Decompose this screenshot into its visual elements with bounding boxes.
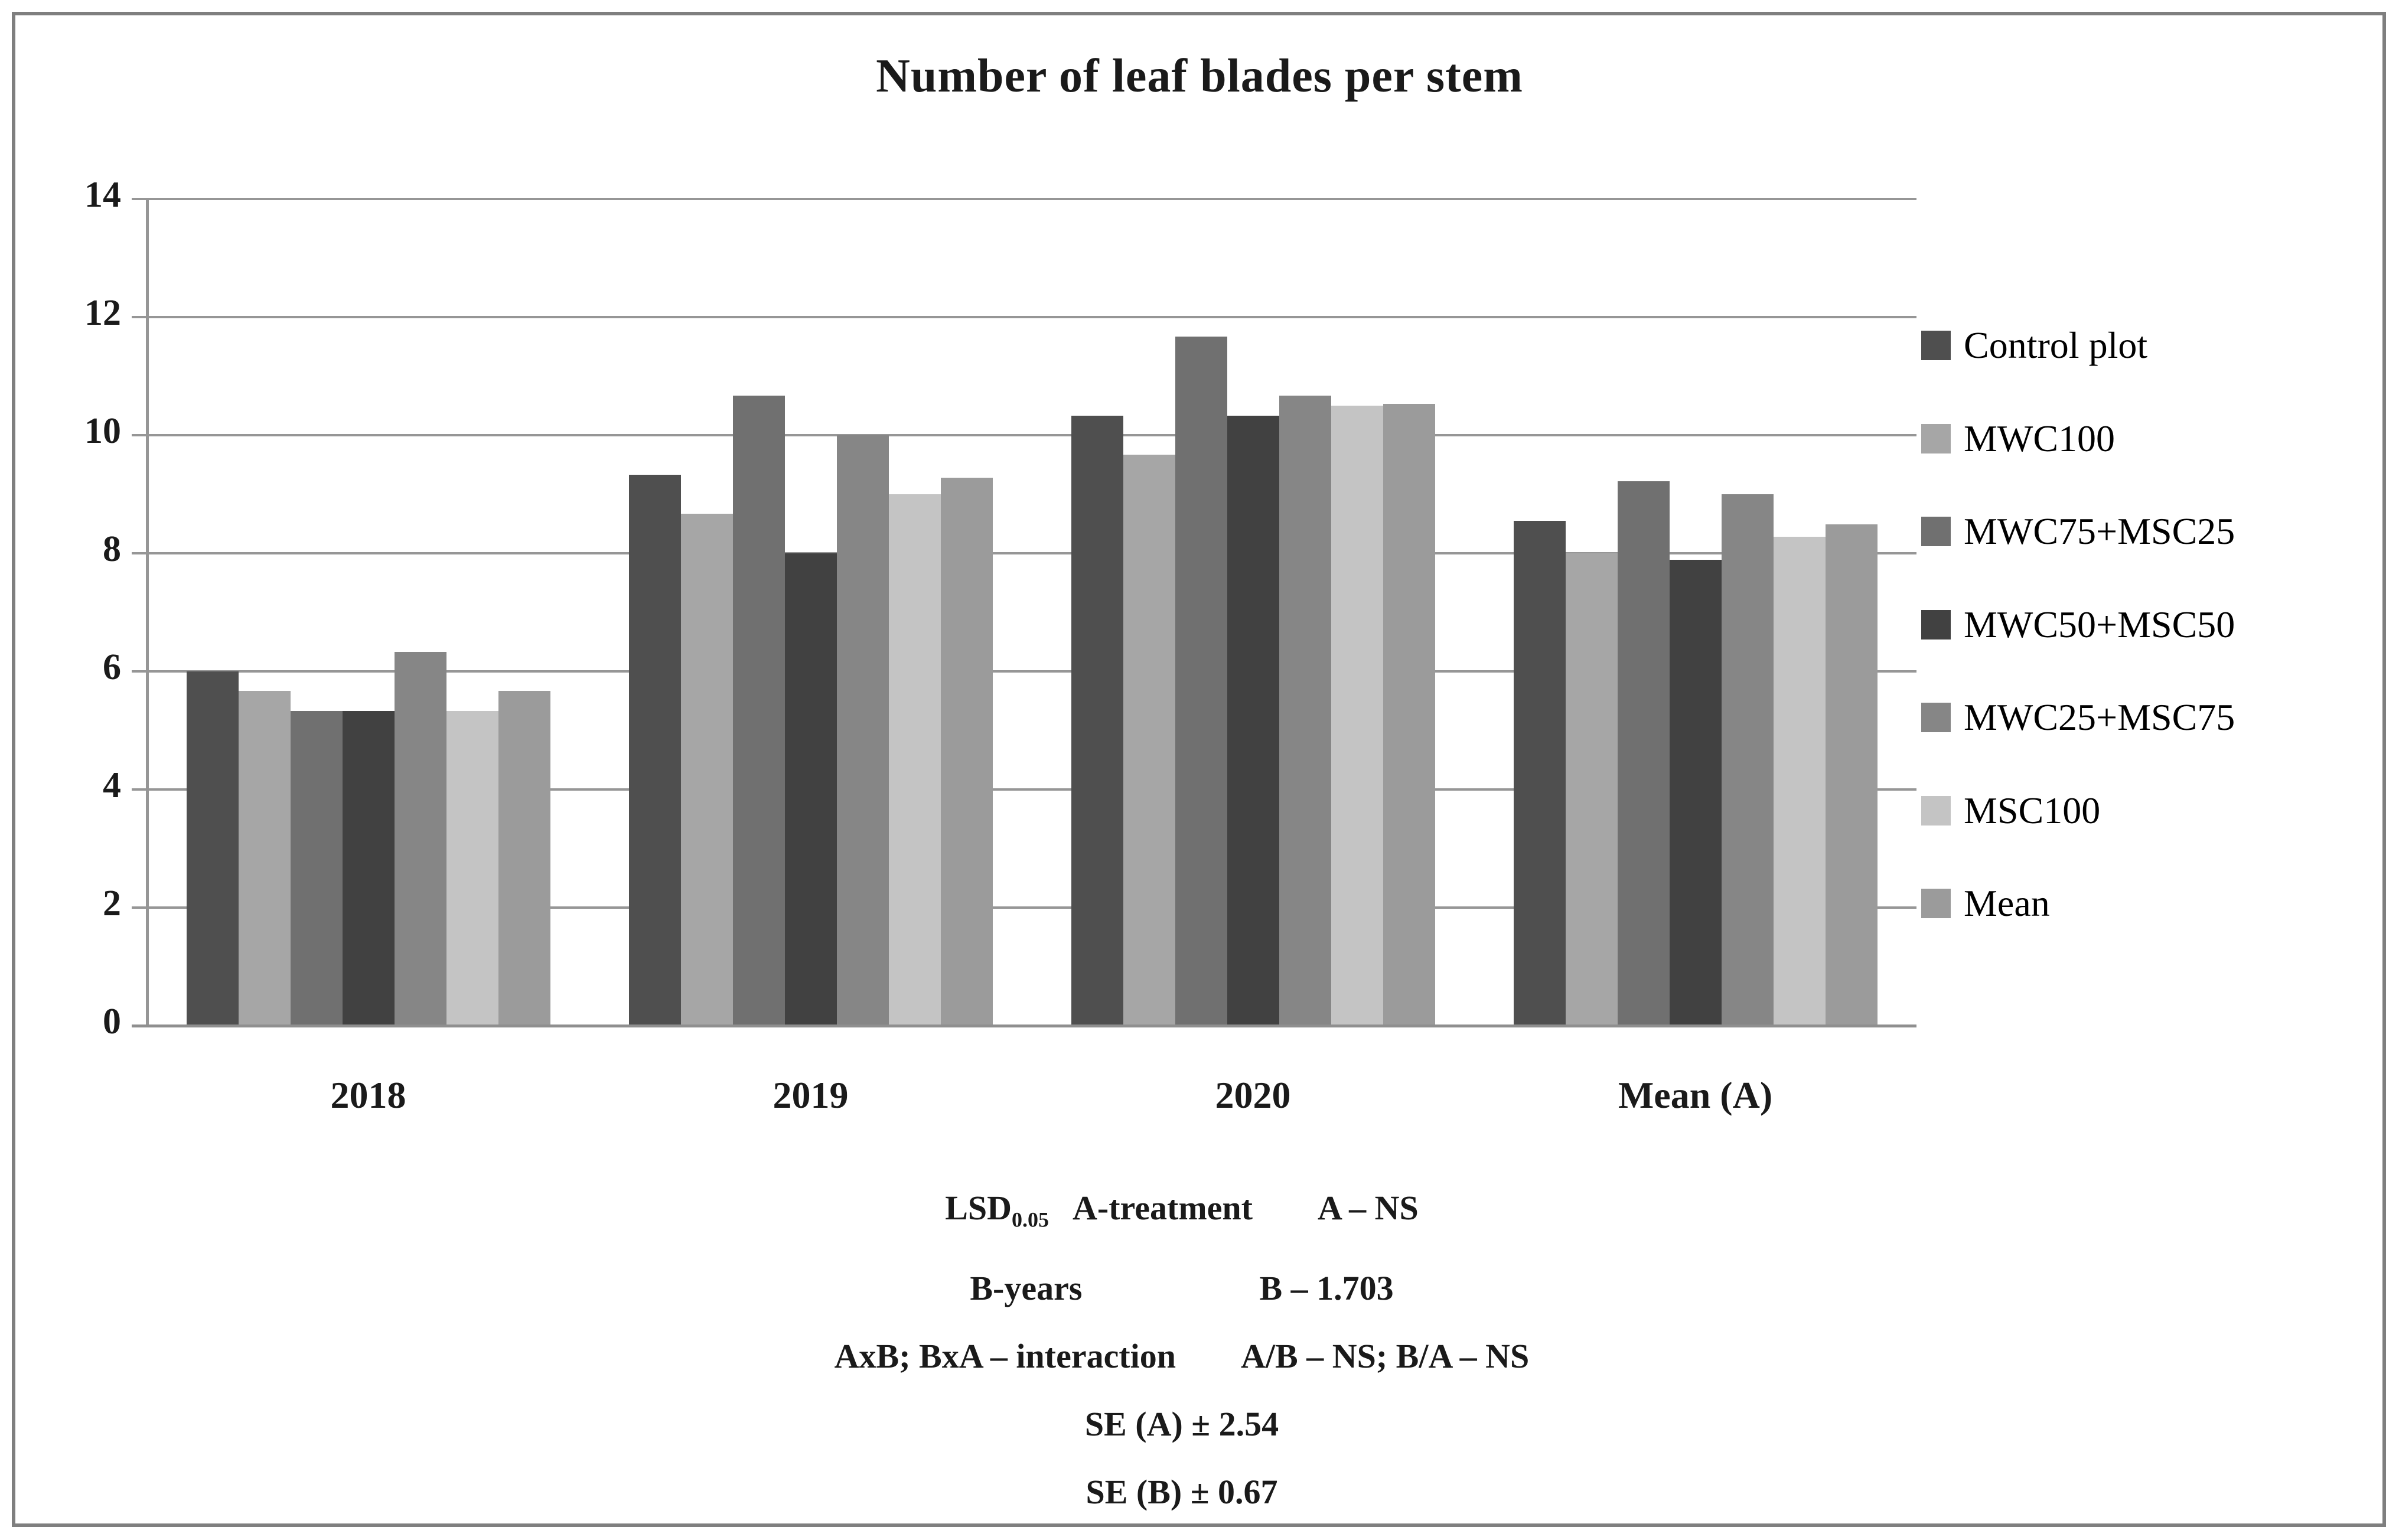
bar-mwc50-msc50-2018 bbox=[342, 711, 395, 1026]
bar-control-plot-2018 bbox=[186, 671, 239, 1026]
legend-swatch-icon bbox=[1921, 889, 1951, 918]
legend-label: MWC75+MSC25 bbox=[1964, 510, 2235, 552]
bar-msc100-2019 bbox=[888, 494, 941, 1026]
bar-mwc75-msc25-2018 bbox=[290, 711, 343, 1026]
bar-mwc100-mean-a- bbox=[1565, 553, 1618, 1026]
bar-mwc25-msc75-mean-a- bbox=[1721, 494, 1774, 1026]
legend-swatch-icon bbox=[1921, 703, 1951, 732]
interaction-value: A/B – NS; B/A – NS bbox=[1241, 1336, 1530, 1375]
bar-mwc50-msc50-2019 bbox=[784, 553, 837, 1026]
stats-row-se-b: SE (B) ± 0.67 bbox=[1086, 1472, 1278, 1511]
legend-swatch-icon bbox=[1921, 795, 1951, 826]
legend-item-control-plot: Control plot bbox=[1921, 324, 2147, 367]
legend-item-mwc50-msc50: MWC50+MSC50 bbox=[1921, 603, 2235, 647]
x-axis-category-2020: 2020 bbox=[1215, 1074, 1291, 1116]
y-axis-line bbox=[146, 199, 149, 1026]
bar-mwc75-msc25-2019 bbox=[732, 396, 785, 1026]
bar-mean-2019 bbox=[940, 478, 993, 1026]
bar-control-plot-mean-a- bbox=[1513, 521, 1566, 1026]
legend-label: MWC50+MSC50 bbox=[1964, 603, 2235, 645]
legend-item-mean: Mean bbox=[1921, 882, 2050, 925]
legend-label: MSC100 bbox=[1964, 789, 2101, 831]
legend-label: Control plot bbox=[1964, 324, 2148, 366]
y-axis-tick-14: 14 bbox=[84, 175, 121, 215]
lsd-factor-b-value: B – 1.703 bbox=[1259, 1268, 1394, 1307]
y-axis-tick-6: 6 bbox=[103, 647, 121, 687]
bar-msc100-mean-a- bbox=[1773, 537, 1826, 1026]
stats-row-lsd: LSD0.05 A-treatment A – NS bbox=[0, 1174, 2364, 1254]
gridline-y12 bbox=[132, 316, 1916, 318]
bar-mwc50-msc50-mean-a- bbox=[1669, 560, 1722, 1026]
legend-swatch-icon bbox=[1921, 517, 1951, 546]
bar-mwc100-2019 bbox=[680, 514, 733, 1026]
chart-title: Number of leaf blades per stem bbox=[876, 50, 1523, 102]
legend-swatch-icon bbox=[1921, 609, 1951, 640]
figure-border bbox=[12, 12, 2386, 1527]
bar-mwc50-msc50-2020 bbox=[1227, 416, 1279, 1026]
y-axis-tick-0: 0 bbox=[103, 1001, 121, 1042]
bar-control-plot-2020 bbox=[1071, 416, 1123, 1026]
x-axis-category-2019: 2019 bbox=[772, 1074, 849, 1116]
stats-row-interaction: AxB; BxA – interaction A/B – NS; B/A – NS bbox=[0, 1322, 2364, 1390]
bar-mwc25-msc75-2018 bbox=[394, 652, 446, 1026]
bar-mwc100-2020 bbox=[1123, 455, 1175, 1026]
lsd-factor-b-label: B-years bbox=[970, 1268, 1083, 1307]
gridline-y4 bbox=[132, 788, 1916, 791]
bar-mwc25-msc75-2020 bbox=[1279, 396, 1331, 1026]
x-axis-category-2018: 2018 bbox=[330, 1074, 406, 1116]
bar-msc100-2020 bbox=[1331, 406, 1383, 1026]
y-axis-tick-4: 4 bbox=[103, 765, 121, 805]
bar-control-plot-2019 bbox=[628, 475, 681, 1026]
gridline-y14 bbox=[132, 198, 1916, 200]
lsd-factor-a-label: A-treatment bbox=[1073, 1189, 1253, 1227]
stats-row-se-a: SE (A) ± 2.54 bbox=[1084, 1404, 1279, 1443]
bar-mwc100-2018 bbox=[238, 691, 291, 1026]
lsd-factor-a-value: A – NS bbox=[1317, 1189, 1419, 1227]
bar-mwc25-msc75-2019 bbox=[836, 435, 889, 1026]
gridline-y6 bbox=[132, 670, 1916, 673]
y-axis-tick-8: 8 bbox=[103, 529, 121, 569]
x-axis-category-mean-a-: Mean (A) bbox=[1618, 1074, 1773, 1116]
y-axis-tick-12: 12 bbox=[84, 293, 121, 333]
legend-label: MWC25+MSC75 bbox=[1964, 696, 2235, 738]
legend-item-mwc25-msc75: MWC25+MSC75 bbox=[1921, 696, 2235, 739]
interaction-label: AxB; BxA – interaction bbox=[834, 1336, 1176, 1375]
gridline-y10 bbox=[132, 434, 1916, 436]
legend-item-mwc100: MWC100 bbox=[1921, 417, 2115, 461]
legend-label: Mean bbox=[1964, 882, 2050, 924]
bar-mwc75-msc25-2020 bbox=[1175, 337, 1227, 1026]
bar-mwc75-msc25-mean-a- bbox=[1617, 481, 1670, 1026]
y-axis-tick-10: 10 bbox=[84, 411, 121, 451]
x-axis-baseline bbox=[132, 1025, 1916, 1027]
legend-label: MWC100 bbox=[1964, 417, 2115, 459]
y-axis-tick-2: 2 bbox=[103, 883, 121, 924]
legend-swatch-icon bbox=[1921, 331, 1951, 360]
bar-mean-2018 bbox=[498, 691, 550, 1026]
legend-item-mwc75-msc25: MWC75+MSC25 bbox=[1921, 510, 2235, 553]
stats-row-years: B-years B – 1.703 bbox=[0, 1254, 2364, 1322]
stats-annotation: LSD0.05 A-treatment A – NS B-years B – 1.70… bbox=[0, 1174, 2364, 1526]
gridline-y8 bbox=[132, 552, 1916, 554]
legend-item-msc100: MSC100 bbox=[1921, 789, 2100, 833]
lsd-subscript: 0.05 bbox=[1012, 1208, 1049, 1232]
lsd-label: LSD bbox=[945, 1189, 1012, 1227]
gridline-y2 bbox=[132, 906, 1916, 909]
bar-mean-mean-a- bbox=[1825, 524, 1878, 1026]
bar-mean-2020 bbox=[1383, 404, 1435, 1026]
legend-swatch-icon bbox=[1921, 423, 1951, 453]
bar-msc100-2018 bbox=[446, 711, 498, 1026]
